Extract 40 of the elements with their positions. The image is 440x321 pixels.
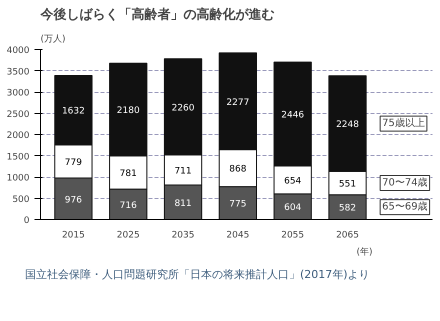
y-tick-label: 2500 [6,110,30,120]
y-tick-label: 1500 [6,152,30,162]
y-tick-label: 3500 [6,67,30,78]
data-label: 868 [229,164,247,175]
x-axis-title: (年) [356,246,373,258]
data-label: 604 [284,203,302,214]
x-tick-label: 2035 [172,230,194,240]
data-label: 2260 [172,103,195,114]
text: 国立社会保障・人口問題研究所「日本の将来推計人口」(2017年)より [25,267,370,283]
data-label: 775 [229,200,246,210]
data-label: 2180 [116,106,140,116]
y-tick-label: 4000 [6,46,30,56]
chart-title: 今後しばらく「高齢者」の高齢化が進む [40,6,274,22]
data-label: 582 [338,204,356,214]
data-label: 779 [64,158,82,168]
series-label: 70〜74歳 [382,176,428,189]
data-label: 976 [64,195,82,206]
series-label: 75歳以上 [382,117,425,130]
x-tick-label: 2015 [62,230,85,240]
data-label: 781 [120,168,137,179]
y-tick-label: 0 [24,216,30,226]
series-label: 65〜69歳 [382,200,428,213]
x-tick-label: 2055 [281,230,304,240]
y-tick-label: 2000 [6,131,30,141]
y-tick-label: 500 [12,194,30,205]
data-label: 2446 [281,110,304,121]
data-label: 2277 [226,98,250,108]
x-tick-label: 2025 [116,230,140,240]
data-label: 2248 [336,120,360,130]
x-tick-label: 2045 [226,230,250,240]
y-tick-label: 3000 [6,88,30,98]
y-axis-title: (万人) [40,34,66,44]
data-label: 1632 [62,106,85,117]
data-label: 654 [284,176,302,186]
y-tick-label: 1000 [6,174,30,184]
data-label: 811 [174,198,192,209]
data-label: 716 [120,200,138,211]
data-label: 551 [338,180,356,190]
data-label: 711 [174,166,192,176]
x-tick-label: 2065 [336,230,359,240]
